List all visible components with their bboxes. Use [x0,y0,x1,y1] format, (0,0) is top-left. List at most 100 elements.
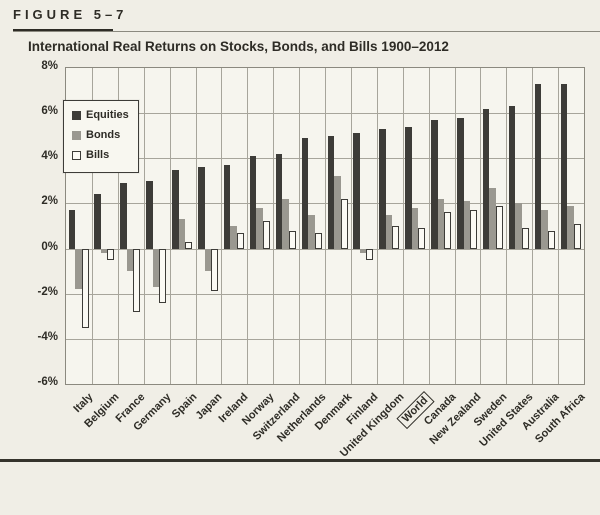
figure-bottom-rule [0,459,600,462]
bar-equities-germany [146,180,153,249]
bar-equities-australia [534,83,542,249]
bar-equities-norway [249,156,257,249]
bar-bonds-united-states [515,203,522,249]
legend-item-equities: Equities [72,109,129,121]
legend-item-bills: Bills [72,149,129,161]
gridline-vertical [325,68,326,384]
bar-bonds-australia [541,210,548,249]
y-tick-label: -6% [37,376,58,388]
bar-bills-finland [366,248,374,260]
bar-bonds-france [126,248,134,272]
y-tick-label: -2% [37,285,58,298]
bar-bills-australia [547,230,555,249]
bar-equities-belgium [94,194,101,249]
bonds-swatch-icon [72,130,81,140]
gridline-vertical [195,68,197,384]
y-tick-label: 6% [41,105,58,118]
y-tick-label: 2% [41,195,58,208]
bar-bills-united-kingdom [392,226,400,249]
bills-swatch-icon [72,150,81,160]
bar-equities-world [405,126,412,249]
bar-bills-south-africa [573,223,581,249]
gridline-vertical [480,68,482,384]
legend-label: Equities [86,109,129,121]
bar-equities-switzerland [275,153,283,249]
bar-bills-belgium [107,248,115,260]
gridline-vertical [143,68,145,384]
bar-bills-new-zealand [470,210,477,249]
bar-bills-netherlands [314,232,322,249]
bar-equities-sweden [482,108,490,249]
gridline-vertical [169,68,171,384]
gridline-vertical [506,68,508,384]
bar-bills-switzerland [288,230,296,249]
bar-bills-spain [185,241,193,249]
bar-bills-france [133,248,141,312]
gridline-vertical [299,68,301,384]
figure-title: International Real Returns on Stocks, Bo… [28,39,449,54]
bar-bills-norway [262,221,270,249]
bar-bonds-sweden [489,187,496,249]
bar-equities-united-states [508,106,516,249]
gridline-vertical [221,68,223,384]
legend-label: Bills [86,149,110,161]
gridline-vertical [376,68,378,384]
bar-bills-ireland [236,232,244,249]
bar-equities-denmark [327,135,334,249]
gridline-vertical [402,68,404,384]
bar-bills-denmark [340,198,348,249]
bar-bonds-canada [437,198,445,249]
bar-equities-south-africa [560,83,568,249]
bar-bonds-south-africa [567,205,574,249]
bar-bonds-new-zealand [463,201,470,249]
bar-bills-germany [159,248,167,303]
bar-bonds-netherlands [308,214,315,249]
bar-bonds-world [411,207,419,249]
bar-equities-italy [68,210,75,249]
bar-bonds-denmark [334,176,341,249]
y-tick-label: 0% [41,240,58,253]
bar-bonds-norway [256,207,263,249]
bar-equities-japan [198,167,205,249]
gridline-vertical [454,68,456,384]
legend-label: Bonds [86,129,121,141]
gridline-vertical [558,68,560,384]
gridline-vertical [350,68,352,384]
bar-bonds-spain [178,219,186,249]
y-tick-label: 8% [41,60,58,72]
bar-equities-france [120,183,127,249]
y-tick-label: 4% [41,150,58,163]
legend-item-bonds: Bonds [72,129,129,141]
equities-swatch-icon [72,110,81,120]
figure-label: FIGURE 5–7 [13,7,128,22]
bar-bills-united-states [521,228,529,249]
bar-bills-sweden [495,205,503,249]
legend: Equities Bonds Bills [63,100,139,173]
gridline-vertical [273,68,275,384]
bar-bonds-switzerland [282,198,289,249]
bar-bills-italy [81,248,89,328]
bar-bonds-belgium [100,248,108,254]
bar-equities-united-kingdom [379,128,386,249]
bar-bonds-japan [204,248,211,272]
gridline-vertical [532,68,534,384]
gridline-vertical [247,68,249,384]
bar-equities-ireland [223,165,231,249]
gridline-vertical [428,68,430,384]
plot-area [65,67,585,385]
bar-bonds-united-kingdom [385,214,393,249]
bar-equities-canada [431,119,438,249]
bar-bills-japan [211,248,218,292]
header-rule [13,31,600,32]
bar-bonds-germany [152,248,160,287]
figure-label-underline [13,29,113,32]
figure-page: FIGURE 5–7 International Real Returns on… [0,7,600,462]
bar-equities-new-zealand [457,117,464,249]
gridline-vertical [91,68,93,384]
bar-equities-netherlands [301,137,309,249]
gridline-vertical [117,68,119,384]
bar-bills-world [418,228,426,249]
bar-bonds-italy [75,248,82,290]
bar-bonds-finland [359,248,367,254]
bar-equities-finland [353,133,360,249]
